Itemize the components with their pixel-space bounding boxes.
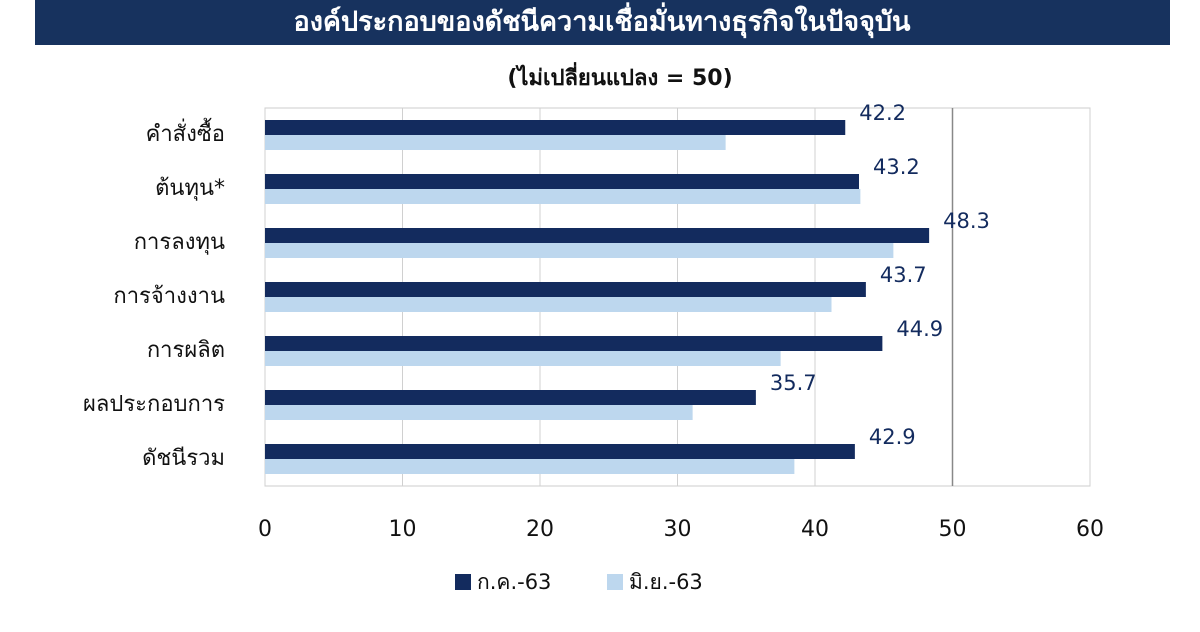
y-tick-label: ต้นทุน* [155,176,225,201]
bar [265,297,832,312]
data-label: 44.9 [896,317,943,341]
bar [265,243,894,258]
data-label: 42.9 [869,425,916,449]
legend-swatch [455,574,471,590]
x-tick-label: 60 [1076,517,1104,542]
data-label: 35.7 [770,371,817,395]
bar [265,444,855,459]
x-tick-label: 40 [801,517,829,542]
x-tick-label: 0 [258,517,272,542]
x-tick-label: 10 [389,517,417,542]
y-tick-label: คำสั่งซื้อ [146,118,225,147]
legend-swatch [607,574,623,590]
bar [265,174,859,189]
data-label: 43.2 [873,155,920,179]
bar [265,336,883,351]
title-banner [35,0,1170,45]
x-tick-label: 30 [664,517,692,542]
y-tick-label: การผลิต [147,338,225,363]
legend-label: ก.ค.-63 [477,570,551,594]
bar [265,135,726,150]
bar [265,282,866,297]
chart-subtitle: (ไม่เปลี่ยนแปลง = 50) [507,61,732,91]
data-label: 48.3 [943,209,990,233]
x-tick-label: 20 [526,517,554,542]
bar [265,351,781,366]
bar [265,228,930,243]
data-label: 42.2 [859,101,906,125]
chart-title: องค์ประกอบของดัชนีความเชื่อมั่นทางธุรกิจ… [294,2,912,39]
bar [265,459,795,474]
y-tick-label: การลงทุน [134,230,225,255]
x-tick-label: 50 [939,517,967,542]
y-tick-label: การจ้างงาน [113,284,225,309]
y-tick-label: ดัชนีรวม [142,446,225,471]
y-tick-label: ผลประกอบการ [83,392,225,417]
bar [265,390,756,405]
bar [265,120,846,135]
legend-label: มิ.ย.-63 [629,570,703,594]
data-label: 43.7 [880,263,927,287]
bar [265,189,861,204]
bar [265,405,693,420]
